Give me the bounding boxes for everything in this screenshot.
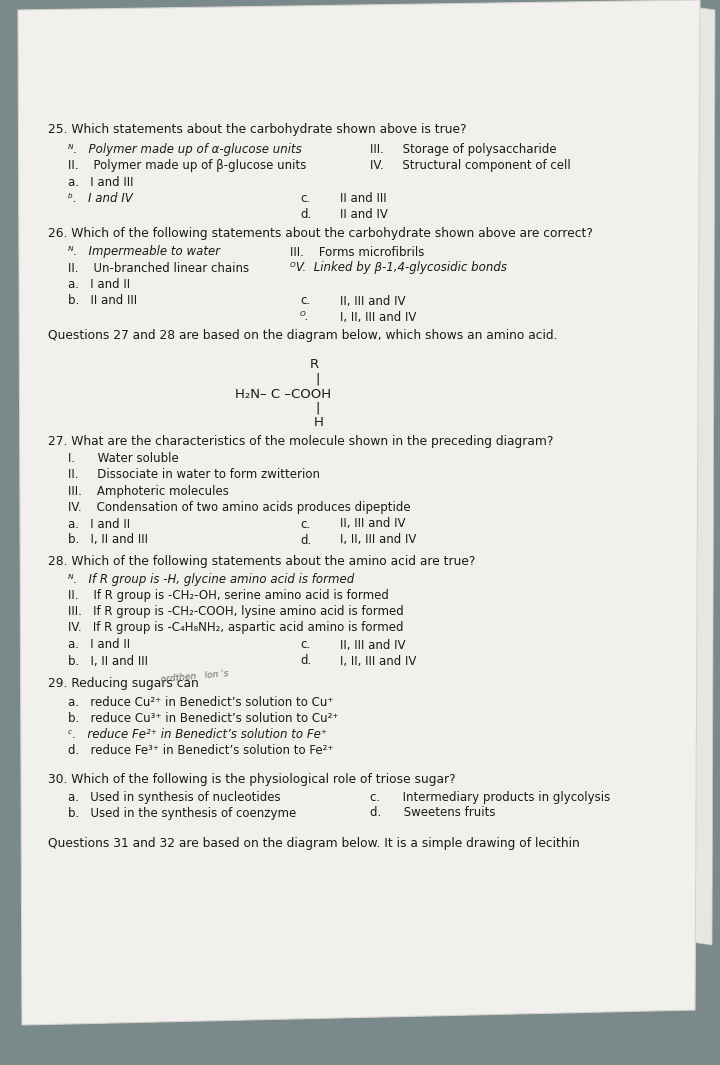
Text: b.   I, II and III: b. I, II and III: [68, 534, 148, 546]
Text: II.    Un-branched linear chains: II. Un-branched linear chains: [68, 262, 249, 275]
Text: c.: c.: [300, 192, 310, 204]
Text: b.   reduce Cu³⁺ in Benedict’s solution to Cu²⁺: b. reduce Cu³⁺ in Benedict’s solution to…: [68, 712, 338, 725]
Text: a.   reduce Cu²⁺ in Benedict’s solution to Cu⁺: a. reduce Cu²⁺ in Benedict’s solution to…: [68, 697, 333, 709]
Text: a.   I and III: a. I and III: [68, 176, 133, 189]
Text: I.      Water soluble: I. Water soluble: [68, 453, 179, 465]
Text: |: |: [315, 373, 320, 386]
Text: 26. Which of the following statements about the carbohydrate shown above are cor: 26. Which of the following statements ab…: [48, 228, 593, 241]
Text: IV.     Structural component of cell: IV. Structural component of cell: [370, 159, 571, 171]
Text: II and III: II and III: [340, 192, 387, 204]
Text: d.: d.: [300, 208, 311, 220]
Text: ᵇ.   I and IV: ᵇ. I and IV: [68, 192, 132, 204]
Text: ᴼV.  Linked by β-1,4-glycosidic bonds: ᴼV. Linked by β-1,4-glycosidic bonds: [290, 262, 507, 275]
Text: b.   II and III: b. II and III: [68, 295, 137, 308]
Text: I, II, III and IV: I, II, III and IV: [340, 311, 416, 324]
Text: 29. Reducing sugars can: 29. Reducing sugars can: [48, 677, 199, 690]
Text: H: H: [314, 415, 324, 428]
Text: 30. Which of the following is the physiological role of triose sugar?: 30. Which of the following is the physio…: [48, 773, 456, 786]
Text: II.    If R group is -CH₂-OH, serine amino acid is formed: II. If R group is -CH₂-OH, serine amino …: [68, 590, 389, 603]
Text: II, III and IV: II, III and IV: [340, 518, 405, 530]
Text: III.    Forms microfibrils: III. Forms microfibrils: [290, 246, 424, 259]
Text: d.   reduce Fe³⁺ in Benedict’s solution to Fe²⁺: d. reduce Fe³⁺ in Benedict’s solution to…: [68, 744, 333, 757]
Text: I, II, III and IV: I, II, III and IV: [340, 534, 416, 546]
Text: a.   Used in synthesis of nucleotides: a. Used in synthesis of nucleotides: [68, 790, 281, 803]
Text: c.: c.: [300, 295, 310, 308]
Text: Questions 31 and 32 are based on the diagram below. It is a simple drawing of le: Questions 31 and 32 are based on the dia…: [48, 836, 580, 850]
Text: II.     Dissociate in water to form zwitterion: II. Dissociate in water to form zwitteri…: [68, 469, 320, 481]
Text: III.   If R group is -CH₂-COOH, lysine amino acid is formed: III. If R group is -CH₂-COOH, lysine ami…: [68, 606, 404, 619]
Text: 28. Which of the following statements about the amino acid are true?: 28. Which of the following statements ab…: [48, 556, 475, 569]
Text: a.   I and II: a. I and II: [68, 639, 130, 652]
Text: ᶜ.   reduce Fe²⁺ in Benedict’s solution to Fe⁺: ᶜ. reduce Fe²⁺ in Benedict’s solution to…: [68, 728, 327, 741]
Text: H₂N– C –COOH: H₂N– C –COOH: [235, 388, 331, 400]
Text: c.: c.: [300, 639, 310, 652]
Text: Questions 27 and 28 are based on the diagram below, which shows an amino acid.: Questions 27 and 28 are based on the dia…: [48, 329, 557, 343]
Text: c.      Intermediary products in glycolysis: c. Intermediary products in glycolysis: [370, 790, 611, 803]
Polygon shape: [678, 5, 715, 945]
Text: 27. What are the characteristics of the molecule shown in the preceding diagram?: 27. What are the characteristics of the …: [48, 436, 554, 448]
Text: a.   I and II: a. I and II: [68, 279, 130, 292]
Text: b.   I, II and III: b. I, II and III: [68, 655, 148, 668]
Text: IV.   If R group is -C₄H₈NH₂, aspartic acid amino is formed: IV. If R group is -C₄H₈NH₂, aspartic aci…: [68, 622, 403, 635]
Text: ᴺ.   If R group is -H, glycine amino acid is formed: ᴺ. If R group is -H, glycine amino acid …: [68, 573, 354, 587]
Text: d.      Sweetens fruits: d. Sweetens fruits: [370, 806, 495, 819]
Polygon shape: [18, 0, 700, 1025]
Text: R: R: [310, 359, 319, 372]
Text: ordthen   lon 's: ordthen lon 's: [160, 670, 228, 685]
Text: ᴺ.   Impermeable to water: ᴺ. Impermeable to water: [68, 246, 220, 259]
Text: III.     Storage of polysaccharide: III. Storage of polysaccharide: [370, 143, 557, 155]
Text: I, II, III and IV: I, II, III and IV: [340, 655, 416, 668]
Text: d.: d.: [300, 534, 311, 546]
Text: |: |: [315, 402, 320, 414]
Text: IV.    Condensation of two amino acids produces dipeptide: IV. Condensation of two amino acids prod…: [68, 501, 410, 513]
Text: 25. Which statements about the carbohydrate shown above is true?: 25. Which statements about the carbohydr…: [48, 124, 467, 136]
Text: ᴼ.: ᴼ.: [300, 311, 310, 324]
Text: II.    Polymer made up of β-glucose units: II. Polymer made up of β-glucose units: [68, 159, 307, 171]
Text: b.   Used in the synthesis of coenzyme: b. Used in the synthesis of coenzyme: [68, 806, 296, 819]
Text: III.    Amphoteric molecules: III. Amphoteric molecules: [68, 485, 229, 497]
Text: a.   I and II: a. I and II: [68, 518, 130, 530]
Text: c.: c.: [300, 518, 310, 530]
Text: II, III and IV: II, III and IV: [340, 639, 405, 652]
Text: ᴺ.   Polymer made up of α-glucose units: ᴺ. Polymer made up of α-glucose units: [68, 143, 302, 155]
Text: II and IV: II and IV: [340, 208, 388, 220]
Text: d.: d.: [300, 655, 311, 668]
Text: II, III and IV: II, III and IV: [340, 295, 405, 308]
